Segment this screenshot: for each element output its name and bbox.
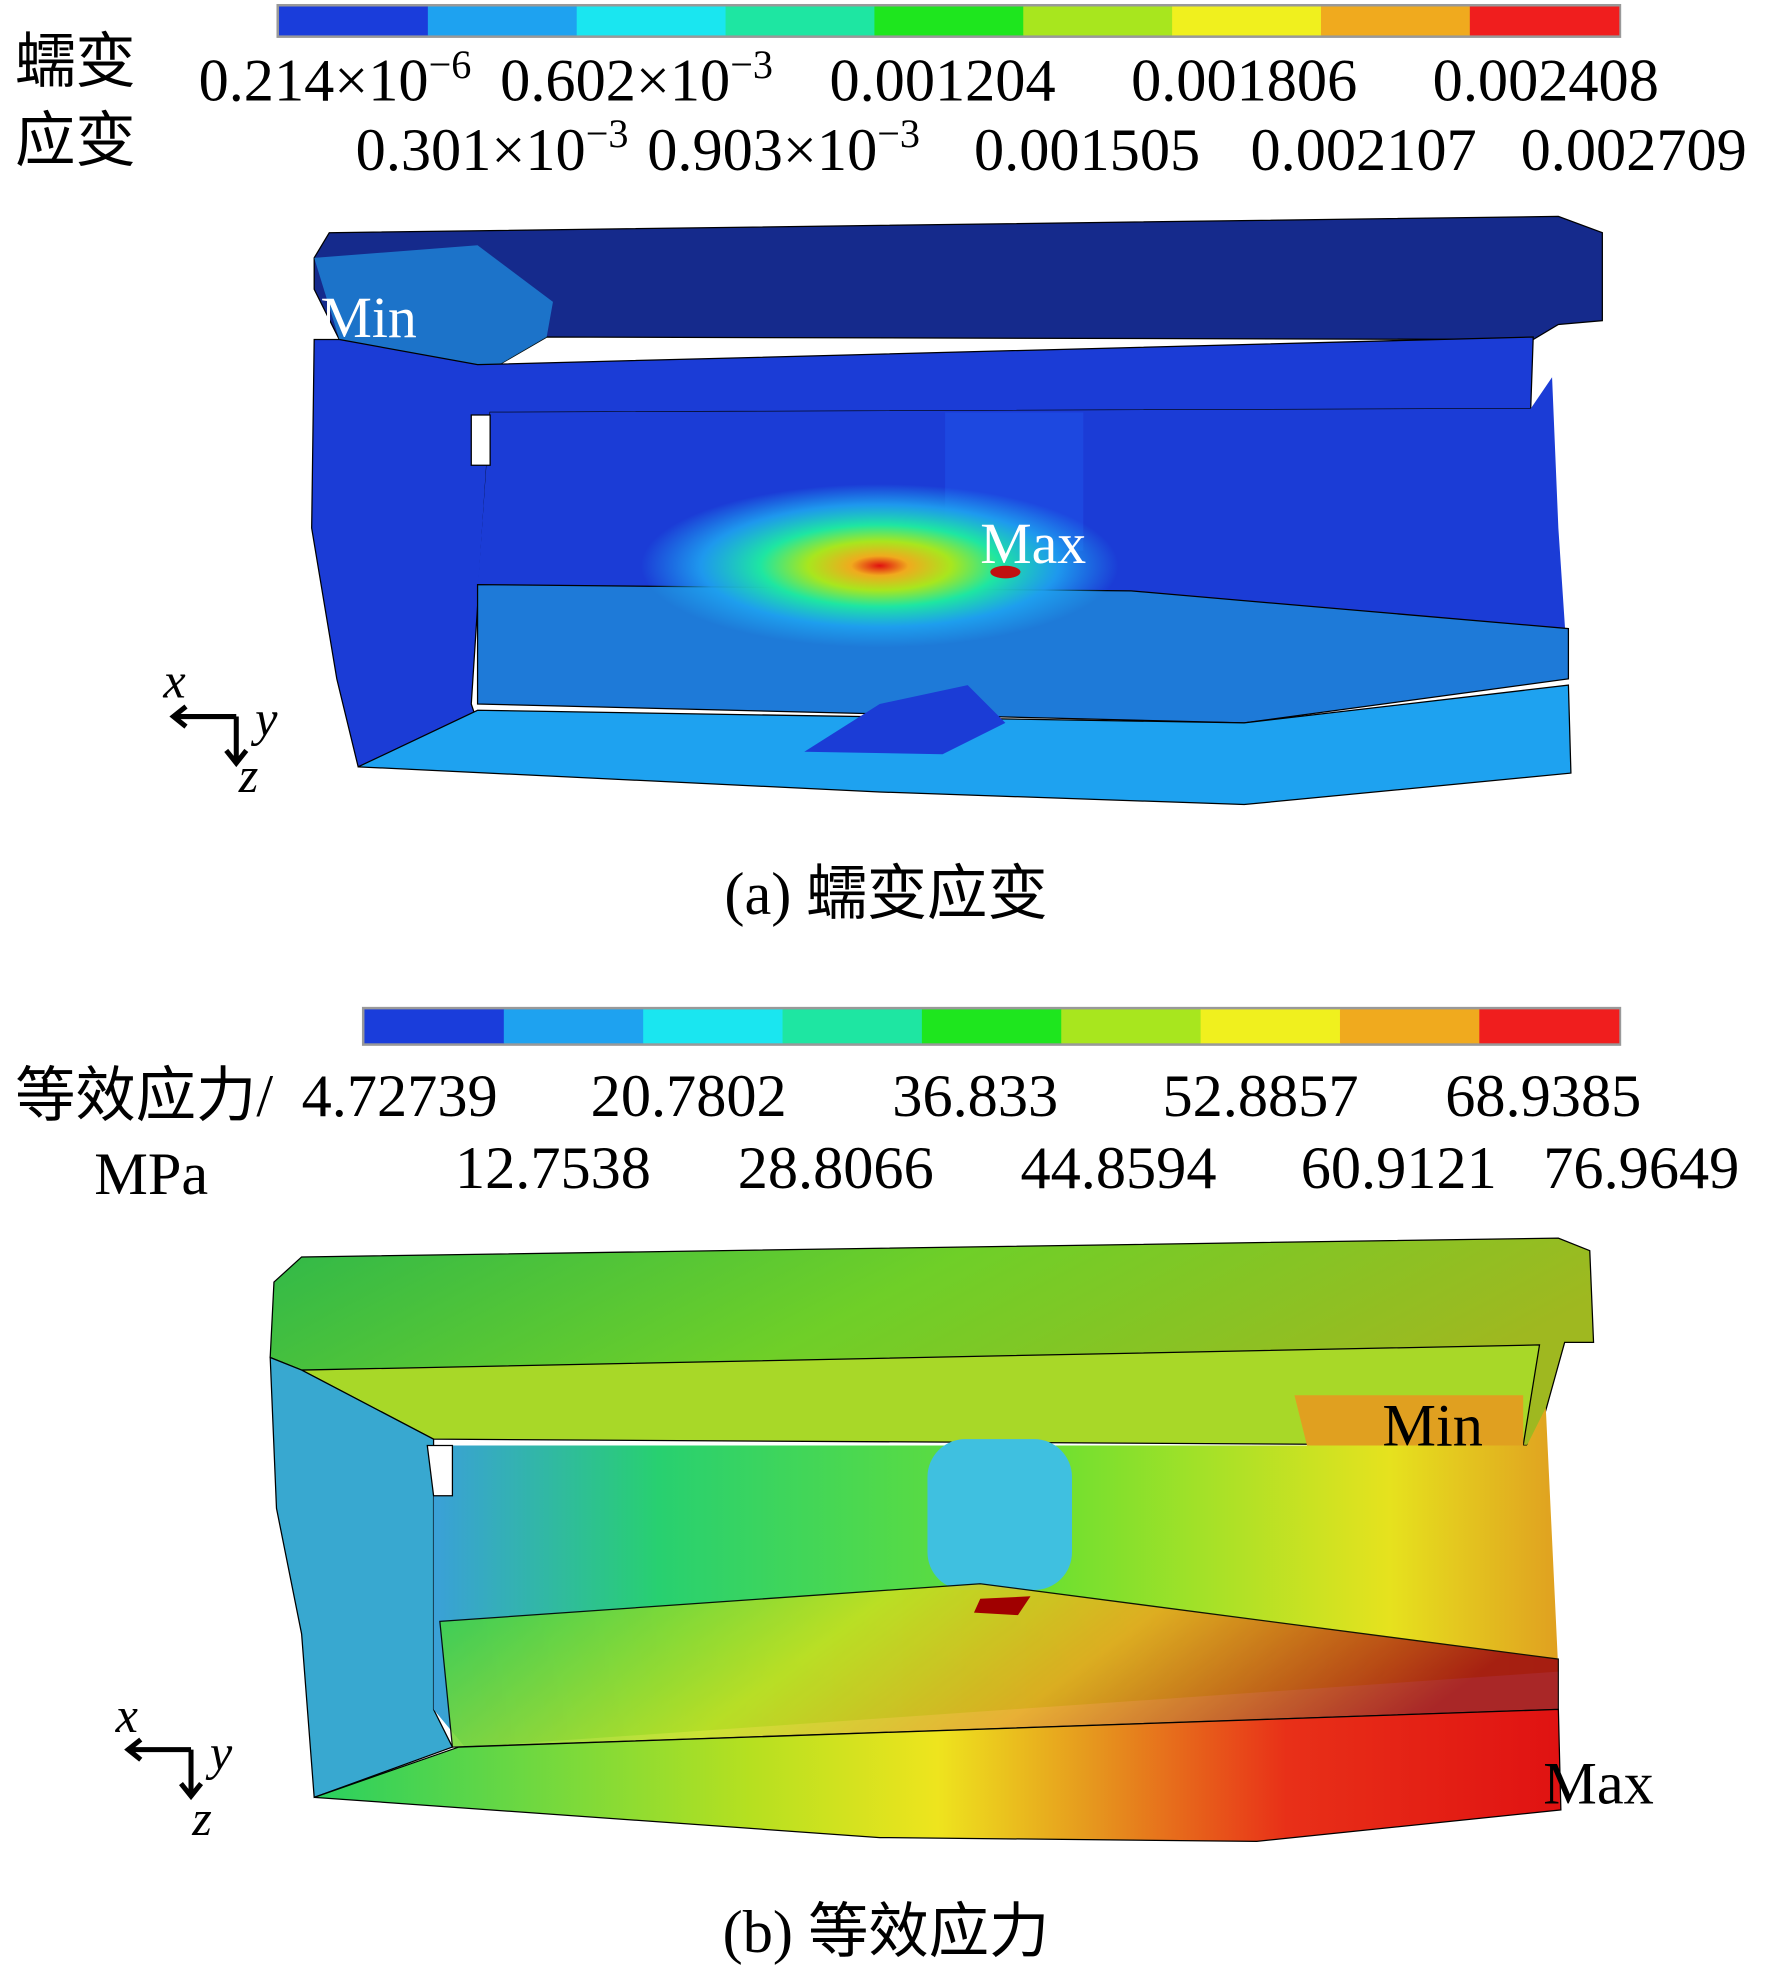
- caption: (a) 蠕变应变: [724, 861, 1047, 928]
- legend-value: 0.002408: [1433, 48, 1659, 115]
- legend-swatch: [364, 1009, 505, 1044]
- legend-value-exp: −3: [586, 111, 629, 156]
- legend-value: 0.301×10−3: [356, 111, 629, 184]
- caption: (b) 等效应力: [723, 1899, 1050, 1966]
- legend-swatch: [1023, 6, 1173, 36]
- legend-swatch: [1172, 6, 1322, 36]
- legend-swatch: [725, 6, 876, 36]
- legend-swatch: [782, 1009, 923, 1044]
- legend-value-base: 68.9385: [1445, 1063, 1641, 1130]
- legend-swatch: [503, 1009, 644, 1044]
- legend-value: 4.72739: [302, 1063, 498, 1130]
- axis-label: x: [162, 653, 185, 709]
- legend-value: 0.602×10−3: [500, 42, 773, 115]
- min-label: Min: [320, 285, 416, 350]
- model-a: [311, 215, 1603, 806]
- legend-value: 0.001806: [1131, 48, 1357, 115]
- legend-value-base: 0.301×10: [356, 117, 586, 184]
- legend-value-base: 0.214×10: [199, 48, 429, 115]
- min-label: Min: [1382, 1392, 1483, 1459]
- legend-swatch: [576, 6, 727, 36]
- legend-value: 0.001505: [974, 117, 1200, 184]
- legend-value-base: 0.001806: [1131, 48, 1357, 115]
- legend-value-base: 0.001204: [829, 48, 1055, 115]
- axis-label: y: [250, 690, 278, 746]
- legend-value: 20.7802: [591, 1063, 787, 1130]
- legend-value: 0.002709: [1521, 117, 1747, 184]
- legend-value-base: 0.903×10: [647, 117, 877, 184]
- legend-value: 12.7538: [455, 1135, 651, 1202]
- legend-value: 60.9121: [1301, 1135, 1497, 1202]
- legend-value-base: 28.8066: [738, 1135, 934, 1202]
- legend-swatch: [1320, 6, 1471, 36]
- legend-value-base: 36.833: [892, 1063, 1058, 1130]
- legend-swatch: [1339, 1009, 1480, 1044]
- legend-value-base: 60.9121: [1301, 1135, 1497, 1202]
- legend-value-base: 0.002408: [1433, 48, 1659, 115]
- triad-a: [169, 704, 249, 768]
- legend-swatch: [278, 6, 429, 36]
- legend-swatch: [874, 6, 1024, 36]
- legend-swatch: [1061, 1009, 1202, 1044]
- legend-value-base: 0.002107: [1250, 117, 1476, 184]
- legend-value-base: 44.8594: [1020, 1135, 1216, 1202]
- legend-value-base: 0.001505: [974, 117, 1200, 184]
- legend-value-exp: −3: [877, 111, 920, 156]
- legend-value: 0.001204: [829, 48, 1055, 115]
- legend-value-exp: −6: [429, 42, 472, 87]
- legend-swatch: [921, 1009, 1062, 1044]
- legend-value: 52.8857: [1162, 1063, 1358, 1130]
- legend-title: 应变: [15, 108, 136, 175]
- legend-value-base: 0.602×10: [500, 48, 730, 115]
- legend-value: 0.903×10−3: [647, 111, 920, 184]
- axis-label: x: [115, 1687, 138, 1743]
- legend-swatch: [1469, 6, 1620, 36]
- legend-swatch: [643, 1009, 784, 1044]
- legend-value: 36.833: [892, 1063, 1058, 1130]
- axis-label: z: [191, 1790, 212, 1846]
- max-label: Max: [980, 511, 1086, 576]
- legend-value-base: 0.002709: [1521, 117, 1747, 184]
- legend-value-base: 76.9649: [1543, 1135, 1739, 1202]
- legend-swatch: [1479, 1009, 1620, 1044]
- legend-title: 蠕变: [15, 29, 136, 96]
- legend-value-base: 20.7802: [591, 1063, 787, 1130]
- legend-swatch: [1200, 1009, 1341, 1044]
- max-label: Max: [1543, 1751, 1654, 1818]
- legend-value-base: 12.7538: [455, 1135, 651, 1202]
- legend-value: 0.214×10−6: [199, 42, 472, 115]
- legend-value-base: 52.8857: [1162, 1063, 1358, 1130]
- model-b: [269, 1237, 1595, 1842]
- legend-title: 等效应力/: [15, 1063, 273, 1130]
- legend-value: 68.9385: [1445, 1063, 1641, 1130]
- legend-value-base: 4.72739: [302, 1063, 498, 1130]
- triad-b: [124, 1737, 204, 1801]
- legend-value: 44.8594: [1020, 1135, 1216, 1202]
- axis-label: z: [238, 747, 259, 803]
- legend-value: 28.8066: [738, 1135, 934, 1202]
- legend-value-exp: −3: [730, 42, 773, 87]
- legend-value: 76.9649: [1543, 1135, 1739, 1202]
- legend-title: MPa: [94, 1141, 208, 1208]
- axis-label: y: [205, 1725, 233, 1781]
- legend-value: 0.002107: [1250, 117, 1476, 184]
- legend-swatch: [427, 6, 578, 36]
